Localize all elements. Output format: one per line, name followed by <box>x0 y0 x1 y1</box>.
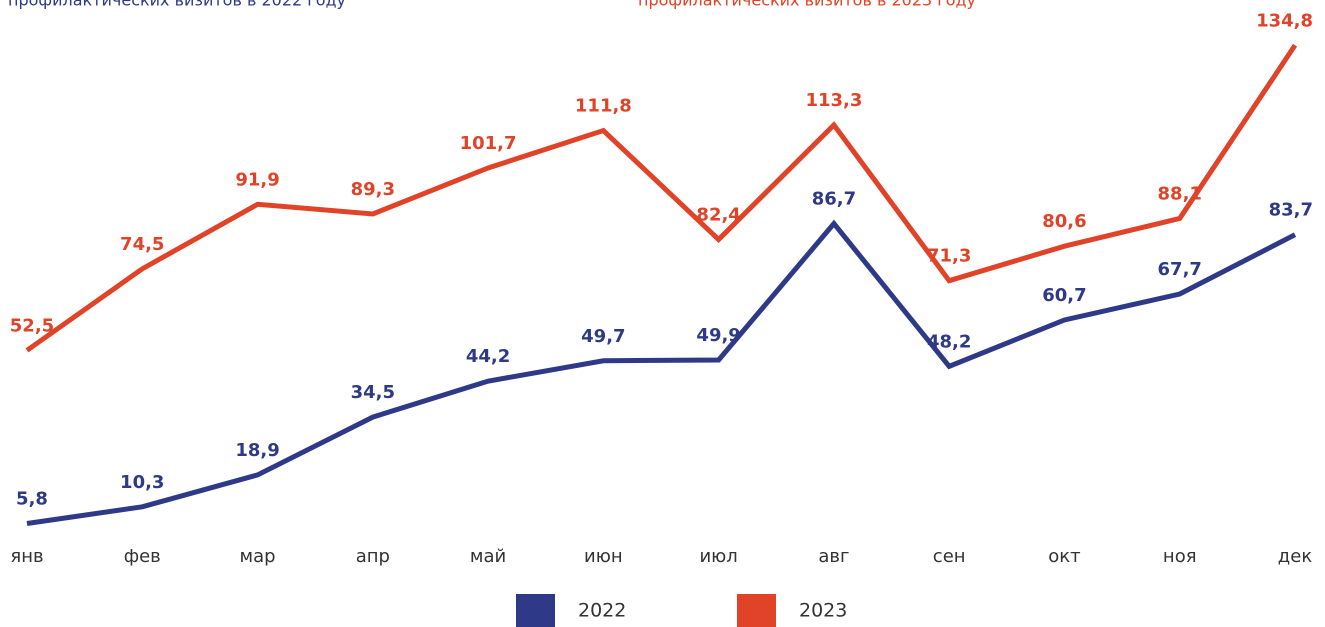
legend-swatch <box>737 594 776 627</box>
x-tick-label: янв <box>10 546 43 567</box>
data-label: 111,8 <box>575 96 632 117</box>
x-tick-label: фев <box>124 546 161 567</box>
data-label: 80,6 <box>1042 211 1086 232</box>
data-label: 44,2 <box>466 346 510 367</box>
x-tick-label: авг <box>818 546 849 567</box>
data-label: 10,3 <box>120 472 164 493</box>
data-label: 18,9 <box>235 440 279 461</box>
x-tick-label: дек <box>1278 546 1313 567</box>
x-tick-label: окт <box>1048 546 1080 567</box>
x-tick-label: июн <box>584 546 623 567</box>
x-tick-label: июл <box>699 546 737 567</box>
data-label: 49,7 <box>581 326 625 347</box>
line <box>26 219 1297 526</box>
data-label: 113,3 <box>805 90 862 111</box>
x-tick-label: сен <box>933 546 966 567</box>
legend-label: 2023 <box>799 600 847 622</box>
data-label: 89,3 <box>351 179 395 200</box>
x-tick-label: апр <box>356 546 390 567</box>
data-label: 82,4 <box>696 205 740 226</box>
legend-swatch <box>516 594 555 627</box>
data-label: 88,1 <box>1158 183 1202 204</box>
annotation: профилактических визитов в 2023 году <box>638 0 976 10</box>
data-label: 74,5 <box>120 234 164 255</box>
data-label: 71,3 <box>927 246 971 267</box>
data-label: 5,8 <box>16 488 48 509</box>
data-label: 101,7 <box>460 133 517 154</box>
data-label: 86,7 <box>812 189 856 210</box>
line <box>25 43 1298 353</box>
x-tick-label: май <box>470 546 506 567</box>
legend-label: 2022 <box>578 600 626 622</box>
data-label: 91,9 <box>235 169 279 190</box>
annotation: профилактических визитов в 2022 году <box>8 0 346 10</box>
x-tick-label: ноя <box>1163 546 1197 567</box>
data-label: 134,8 <box>1256 10 1313 31</box>
x-tick-label: мар <box>240 546 276 567</box>
data-label: 52,5 <box>10 315 54 336</box>
data-label: 34,5 <box>351 382 395 403</box>
data-label: 60,7 <box>1042 285 1086 306</box>
data-label: 83,7 <box>1269 200 1313 221</box>
data-label: 48,2 <box>927 331 971 352</box>
data-label: 49,9 <box>696 325 740 346</box>
data-label: 67,7 <box>1158 259 1202 280</box>
